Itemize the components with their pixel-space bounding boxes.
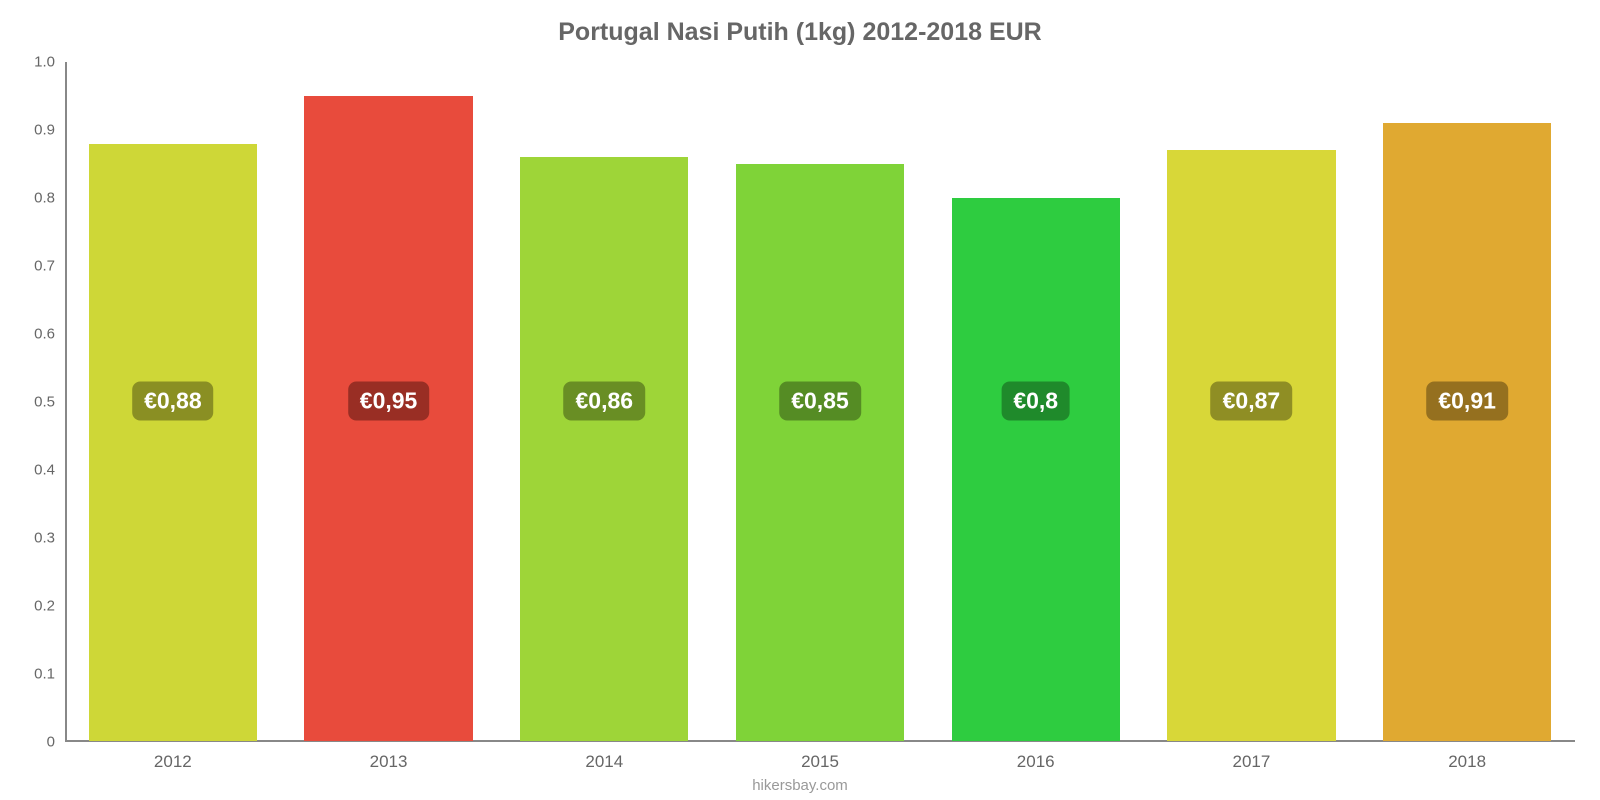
y-tick: 0.4: [34, 462, 65, 479]
x-tick: 2018: [1448, 742, 1486, 772]
y-tick: 0.1: [34, 666, 65, 683]
bar-value-label: €0,85: [779, 382, 861, 421]
x-tick: 2013: [370, 742, 408, 772]
chart-footer: hikersbay.com: [0, 777, 1600, 794]
y-tick: 0.9: [34, 122, 65, 139]
x-tick: 2015: [801, 742, 839, 772]
bar: €0,8: [952, 198, 1120, 741]
y-tick: 0.8: [34, 190, 65, 207]
y-tick: 0.5: [34, 394, 65, 411]
x-tick: 2017: [1233, 742, 1271, 772]
bar-value-label: €0,91: [1426, 382, 1508, 421]
bar: €0,95: [304, 96, 472, 741]
y-tick: 0.7: [34, 258, 65, 275]
bar-value-label: €0,8: [1001, 382, 1070, 421]
chart-title: Portugal Nasi Putih (1kg) 2012-2018 EUR: [0, 18, 1600, 47]
y-tick: 0.3: [34, 530, 65, 547]
y-axis-line: [65, 62, 67, 742]
x-tick: 2012: [154, 742, 192, 772]
y-tick: 0: [47, 734, 65, 751]
bar-value-label: €0,86: [564, 382, 646, 421]
y-tick: 1.0: [34, 54, 65, 71]
x-tick: 2016: [1017, 742, 1055, 772]
y-tick: 0.2: [34, 598, 65, 615]
x-tick: 2014: [585, 742, 623, 772]
y-tick: 0.6: [34, 326, 65, 343]
plot-area: 00.10.20.30.40.50.60.70.80.91.0€0,882012…: [65, 62, 1575, 742]
bar: €0,86: [520, 157, 688, 741]
bar-value-label: €0,88: [132, 382, 214, 421]
bar: €0,87: [1167, 150, 1335, 741]
bar: €0,85: [736, 164, 904, 741]
bar-value-label: €0,87: [1211, 382, 1293, 421]
bar: €0,88: [89, 144, 257, 741]
bar-value-label: €0,95: [348, 382, 430, 421]
chart-container: Portugal Nasi Putih (1kg) 2012-2018 EUR …: [0, 0, 1600, 800]
bar: €0,91: [1383, 123, 1551, 741]
